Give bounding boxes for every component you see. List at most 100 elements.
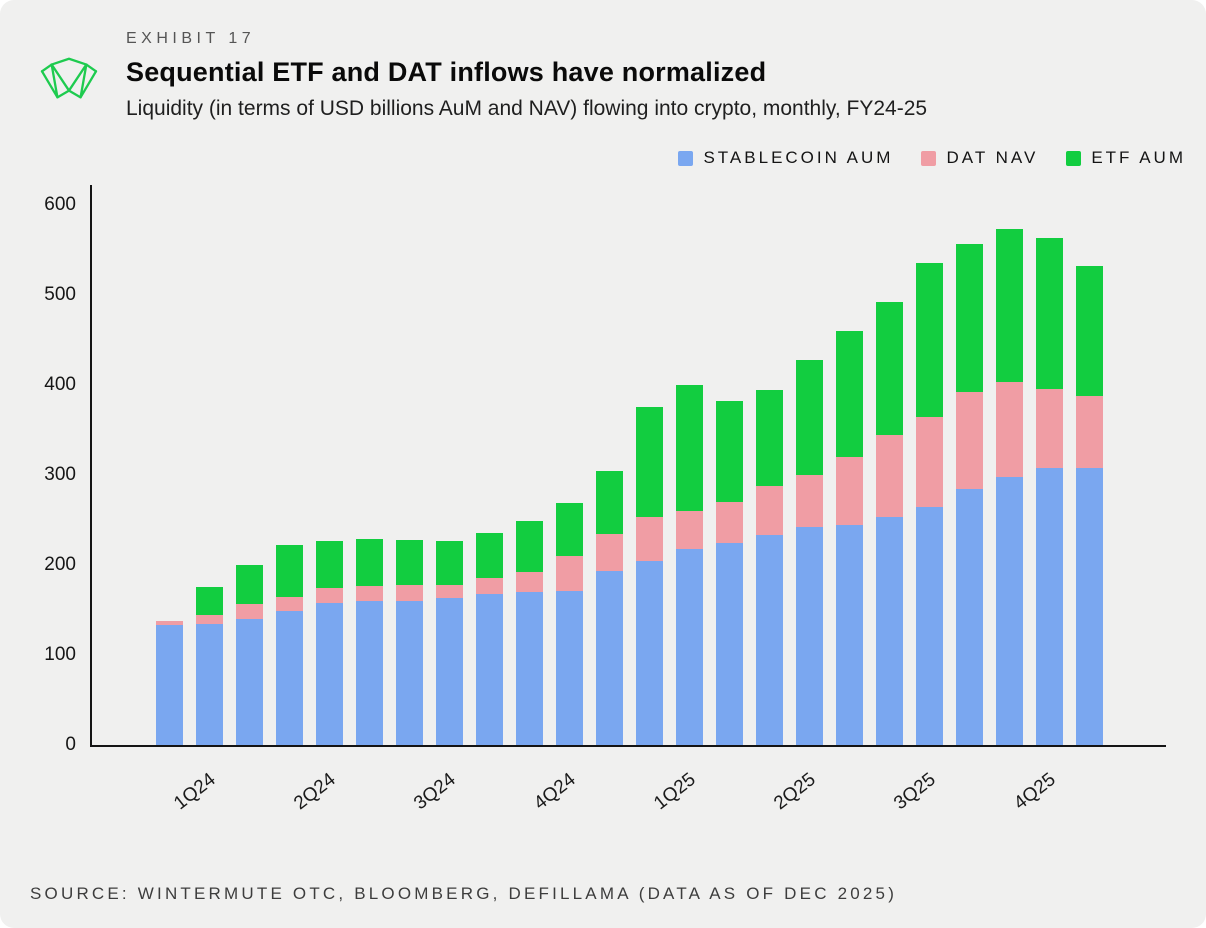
x-tick-group: 4Q25 — [994, 769, 1101, 857]
bar-segment — [636, 517, 663, 561]
bar-segment — [196, 615, 223, 624]
bar-segment — [436, 540, 463, 585]
bar — [916, 262, 943, 745]
chart-header: EXHIBIT 17 Sequential ETF and DAT inflow… — [0, 0, 1206, 121]
bar — [556, 502, 583, 745]
bar-segment — [636, 406, 663, 518]
bar-segment — [756, 485, 783, 536]
legend-swatch — [678, 150, 694, 166]
bar-segment — [396, 539, 423, 585]
bar-segment — [276, 610, 303, 745]
bar-segment — [156, 620, 183, 626]
bar-segment — [636, 560, 663, 745]
bar-segment — [356, 538, 383, 586]
bar-segment — [1076, 467, 1103, 745]
legend-label: STABLECOIN AUM — [703, 148, 894, 167]
bar-segment — [196, 586, 223, 616]
bar-segment — [196, 623, 223, 745]
wintermute-logo-icon — [40, 57, 98, 99]
bar-segment — [796, 359, 823, 476]
bar-segment — [796, 527, 823, 745]
bar-segment — [716, 401, 743, 502]
bar — [516, 520, 543, 745]
plot-wrap: 1Q24 2Q24 3Q24 4Q24 1Q25 2Q25 3Q25 4Q25 — [90, 185, 1206, 857]
bar — [196, 586, 223, 745]
bar-segment — [596, 470, 623, 534]
bar-segment — [836, 457, 863, 525]
bar-segment — [676, 548, 703, 745]
bar-segment — [396, 601, 423, 745]
bar — [436, 540, 463, 745]
bar — [396, 539, 423, 745]
bar-segment — [516, 520, 543, 573]
bar-segment — [876, 434, 903, 518]
x-tick-group: 3Q24 — [394, 769, 501, 857]
bar — [836, 331, 863, 745]
x-tick-label: 4Q25 — [1010, 769, 1060, 815]
bar-segment — [956, 488, 983, 745]
bar-segment — [396, 584, 423, 601]
bar-segment — [436, 584, 463, 599]
y-tick-label: 400 — [44, 374, 76, 395]
bar-segment — [756, 389, 783, 486]
bar-segment — [916, 506, 943, 745]
y-tick-label: 300 — [44, 464, 76, 485]
header-text: EXHIBIT 17 Sequential ETF and DAT inflow… — [126, 30, 927, 121]
legend-swatch — [921, 150, 937, 166]
bar-segment — [516, 592, 543, 745]
bar-segment — [836, 524, 863, 745]
bar-segment — [556, 502, 583, 557]
x-tick-label: 2Q25 — [770, 769, 820, 815]
bar-segment — [996, 382, 1023, 477]
legend-label: DAT NAV — [946, 148, 1039, 167]
bar-segment — [556, 591, 583, 745]
y-axis: 0 100 200 300 400 500 600 — [26, 185, 90, 755]
y-tick-label: 600 — [44, 194, 76, 215]
bar-segment — [996, 476, 1023, 745]
bar-segment — [156, 625, 183, 745]
chart-title: Sequential ETF and DAT inflows have norm… — [126, 57, 767, 87]
bar — [876, 302, 903, 745]
bar-segment — [676, 511, 703, 549]
bar-segment — [556, 556, 583, 592]
bar-segment — [236, 603, 263, 619]
bar-segment — [1076, 395, 1103, 468]
bar-segment — [1036, 467, 1063, 745]
x-tick-group: 1Q24 — [154, 769, 261, 857]
x-tick-group: 3Q25 — [874, 769, 981, 857]
bar-segment — [956, 392, 983, 489]
y-tick-label: 100 — [44, 644, 76, 665]
legend-swatch — [1066, 150, 1082, 166]
bar-segment — [876, 302, 903, 435]
bar — [1036, 238, 1063, 745]
chart-subtitle: Liquidity (in terms of USD billions AuM … — [126, 97, 928, 120]
x-tick-group: 4Q24 — [514, 769, 621, 857]
bar-segment — [276, 545, 303, 598]
bar — [596, 470, 623, 745]
y-tick-label: 500 — [44, 284, 76, 305]
bar-segment — [516, 572, 543, 592]
x-tick-label: 3Q25 — [890, 769, 940, 815]
bar-segment — [716, 502, 743, 543]
y-tick-label: 200 — [44, 554, 76, 575]
bar — [996, 229, 1023, 745]
bar — [676, 385, 703, 745]
bar — [636, 406, 663, 745]
x-tick-label: 1Q24 — [170, 769, 220, 815]
bar — [476, 532, 503, 745]
bar-segment — [356, 585, 383, 601]
bar — [356, 538, 383, 745]
x-tick-label: 1Q25 — [650, 769, 700, 815]
legend-item: STABLECOIN AUM — [678, 148, 893, 168]
bar-segment — [596, 533, 623, 572]
bar-segment — [356, 601, 383, 745]
bar-segment — [916, 416, 943, 507]
exhibit-label: EXHIBIT 17 — [126, 30, 256, 47]
bar-segment — [716, 542, 743, 745]
bar-segment — [876, 517, 903, 745]
bar-segment — [1036, 388, 1063, 468]
y-tick-label: 0 — [65, 734, 76, 755]
x-tick-group: 2Q25 — [754, 769, 861, 857]
x-tick-label: 2Q24 — [290, 769, 340, 815]
